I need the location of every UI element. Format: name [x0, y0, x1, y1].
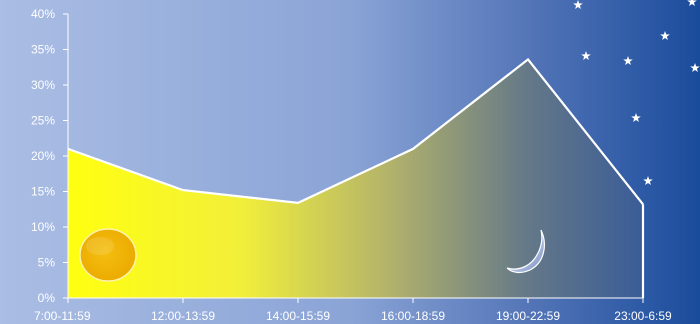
x-tick-label: 23:00-6:59: [614, 309, 672, 323]
y-tick-label: 35%: [31, 43, 55, 57]
y-tick-label: 25%: [31, 114, 55, 128]
y-tick-label: 15%: [31, 185, 55, 199]
y-tick-label: 40%: [31, 7, 55, 21]
star-icon: [660, 31, 670, 40]
stars-group: [573, 0, 700, 185]
y-axis-ticks: 0% 5% 10% 15% 20% 25% 30% 35% 40%: [31, 7, 68, 305]
y-tick-label: 30%: [31, 78, 55, 92]
x-tick-label: 19:00-22:59: [496, 309, 560, 323]
x-tick-label: 7:00-11:59: [34, 309, 91, 323]
x-tick-label: 16:00-18:59: [381, 309, 445, 323]
star-icon: [690, 63, 700, 72]
x-tick-label: 12:00-13:59: [151, 309, 215, 323]
series-line: [67, 57, 644, 205]
y-tick-label: 0%: [38, 291, 56, 305]
star-icon: [687, 0, 697, 6]
area-fill: [68, 59, 643, 299]
star-icon: [631, 113, 641, 122]
x-tick-label: 14:00-15:59: [266, 309, 330, 323]
y-tick-label: 10%: [31, 220, 55, 234]
star-icon: [581, 51, 591, 60]
sun-icon: [79, 228, 137, 282]
star-icon: [623, 56, 633, 65]
x-axis-ticks: 7:00-11:59 12:00-13:59 14:00-15:59 16:00-18…: [34, 298, 672, 323]
star-icon: [573, 0, 583, 9]
y-tick-label: 5%: [38, 256, 56, 270]
y-tick-label: 20%: [31, 149, 55, 163]
star-icon: [643, 176, 653, 185]
moon-icon: [506, 229, 545, 274]
